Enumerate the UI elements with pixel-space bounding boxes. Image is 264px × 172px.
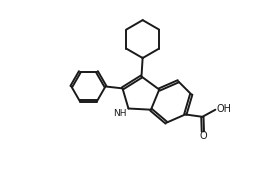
Text: O: O <box>199 131 207 141</box>
Text: NH: NH <box>113 109 126 118</box>
Text: OH: OH <box>216 104 232 114</box>
